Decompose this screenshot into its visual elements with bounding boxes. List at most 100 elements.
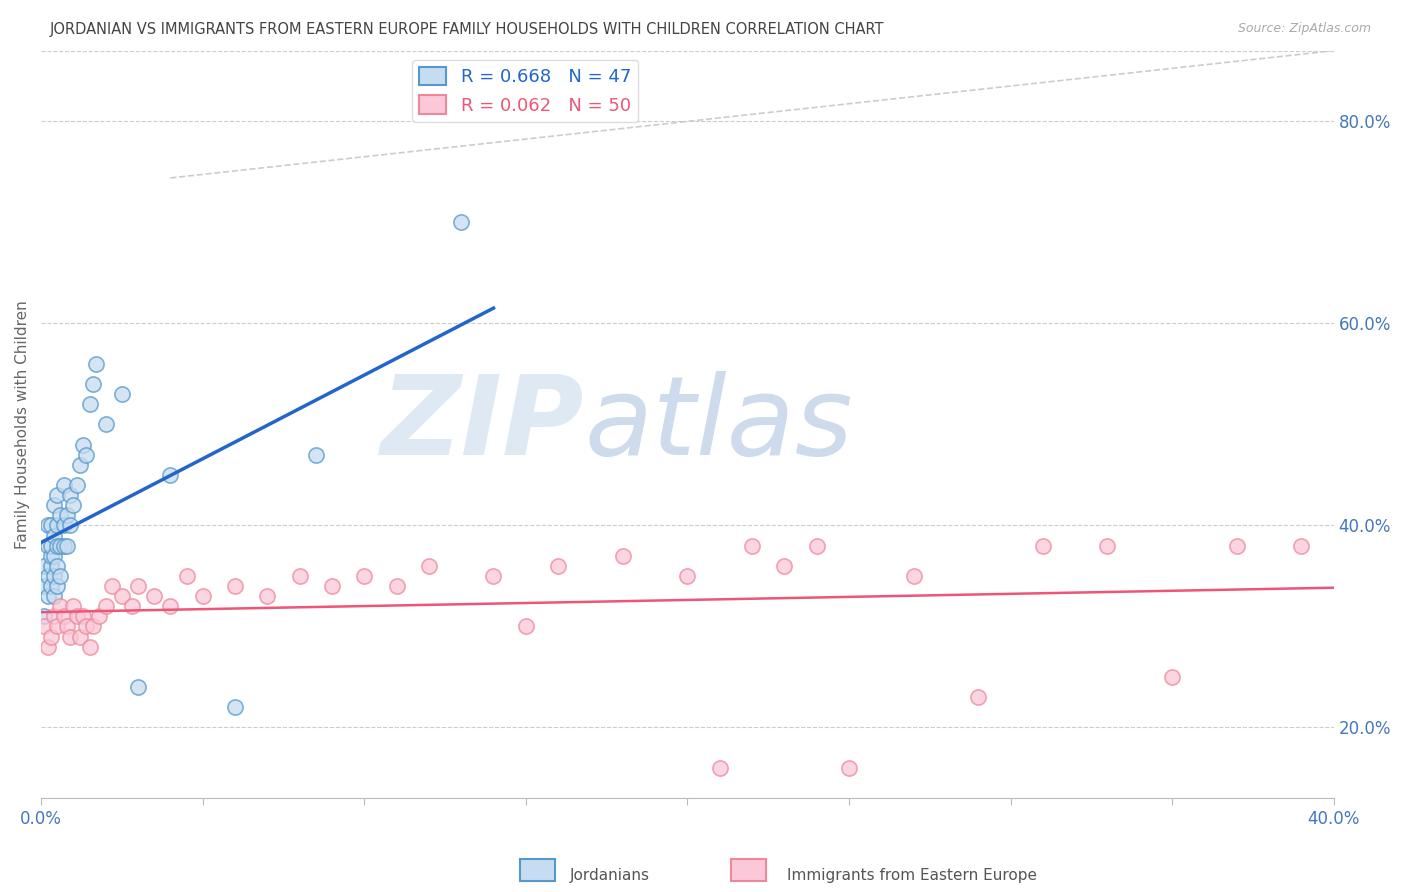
Point <box>39 630 62 644</box>
Point <box>34 579 56 593</box>
Point <box>69 630 91 644</box>
Point <box>46 539 69 553</box>
Point <box>676 569 699 583</box>
Point <box>59 488 82 502</box>
Point <box>159 467 181 482</box>
Point <box>49 508 72 523</box>
Text: Jordanians: Jordanians <box>569 869 650 883</box>
Point <box>69 458 91 472</box>
Point <box>82 376 104 391</box>
Point <box>79 397 101 411</box>
Point <box>321 579 343 593</box>
Point <box>42 498 65 512</box>
Point <box>39 539 62 553</box>
Point <box>482 569 505 583</box>
Point <box>418 558 440 573</box>
Point <box>127 680 149 694</box>
Point <box>46 579 69 593</box>
Point <box>353 569 375 583</box>
Point <box>39 518 62 533</box>
Point <box>52 609 75 624</box>
Point <box>79 640 101 654</box>
Text: ZIP: ZIP <box>381 371 583 478</box>
Text: Immigrants from Eastern Europe: Immigrants from Eastern Europe <box>787 869 1038 883</box>
Point <box>34 558 56 573</box>
Point <box>224 579 246 593</box>
Point <box>72 437 94 451</box>
Point <box>42 609 65 624</box>
Point <box>101 579 124 593</box>
Point <box>176 569 198 583</box>
Point <box>37 589 59 603</box>
Point <box>59 630 82 644</box>
Point <box>903 569 925 583</box>
Point <box>39 558 62 573</box>
Point <box>46 619 69 633</box>
Point <box>127 579 149 593</box>
Point <box>967 690 990 705</box>
Point <box>111 387 134 401</box>
Point <box>515 619 537 633</box>
Point <box>37 539 59 553</box>
Point <box>37 640 59 654</box>
Point <box>42 549 65 563</box>
Point <box>1032 539 1054 553</box>
Point <box>56 539 79 553</box>
Point <box>288 569 311 583</box>
Point <box>89 609 111 624</box>
Point <box>42 589 65 603</box>
Point <box>75 448 97 462</box>
Point <box>56 619 79 633</box>
Text: JORDANIAN VS IMMIGRANTS FROM EASTERN EUROPE FAMILY HOUSEHOLDS WITH CHILDREN CORR: JORDANIAN VS IMMIGRANTS FROM EASTERN EUR… <box>49 22 884 37</box>
Point <box>56 508 79 523</box>
Point <box>94 599 117 614</box>
Point <box>62 498 84 512</box>
Point <box>62 599 84 614</box>
Point <box>547 558 569 573</box>
Point <box>121 599 143 614</box>
Point <box>59 518 82 533</box>
Point <box>838 761 860 775</box>
Point <box>111 589 134 603</box>
Legend: R = 0.668   N = 47, R = 0.062   N = 50: R = 0.668 N = 47, R = 0.062 N = 50 <box>412 60 638 122</box>
Point <box>52 518 75 533</box>
Point <box>806 539 828 553</box>
Point <box>46 518 69 533</box>
Point <box>72 609 94 624</box>
Point <box>66 609 89 624</box>
Point <box>84 357 107 371</box>
Point <box>94 417 117 432</box>
Point <box>1291 539 1313 553</box>
Point <box>49 539 72 553</box>
Y-axis label: Family Households with Children: Family Households with Children <box>15 300 30 549</box>
Point <box>305 448 328 462</box>
Point <box>42 569 65 583</box>
Point <box>709 761 731 775</box>
Point <box>1226 539 1249 553</box>
Point <box>741 539 763 553</box>
Point <box>49 599 72 614</box>
Point <box>52 478 75 492</box>
Point <box>256 589 278 603</box>
Point <box>143 589 166 603</box>
Point <box>82 619 104 633</box>
Point <box>39 579 62 593</box>
Point <box>450 215 472 229</box>
Point <box>34 619 56 633</box>
Point <box>37 518 59 533</box>
Point <box>75 619 97 633</box>
Point <box>1097 539 1119 553</box>
Point <box>42 528 65 542</box>
Point <box>66 478 89 492</box>
Point <box>46 488 69 502</box>
Text: atlas: atlas <box>583 371 852 478</box>
Point <box>34 609 56 624</box>
Point <box>52 539 75 553</box>
Point <box>37 569 59 583</box>
Point <box>159 599 181 614</box>
Point <box>49 569 72 583</box>
Point <box>773 558 796 573</box>
Point <box>1161 670 1184 684</box>
Point <box>612 549 634 563</box>
Point <box>39 549 62 563</box>
